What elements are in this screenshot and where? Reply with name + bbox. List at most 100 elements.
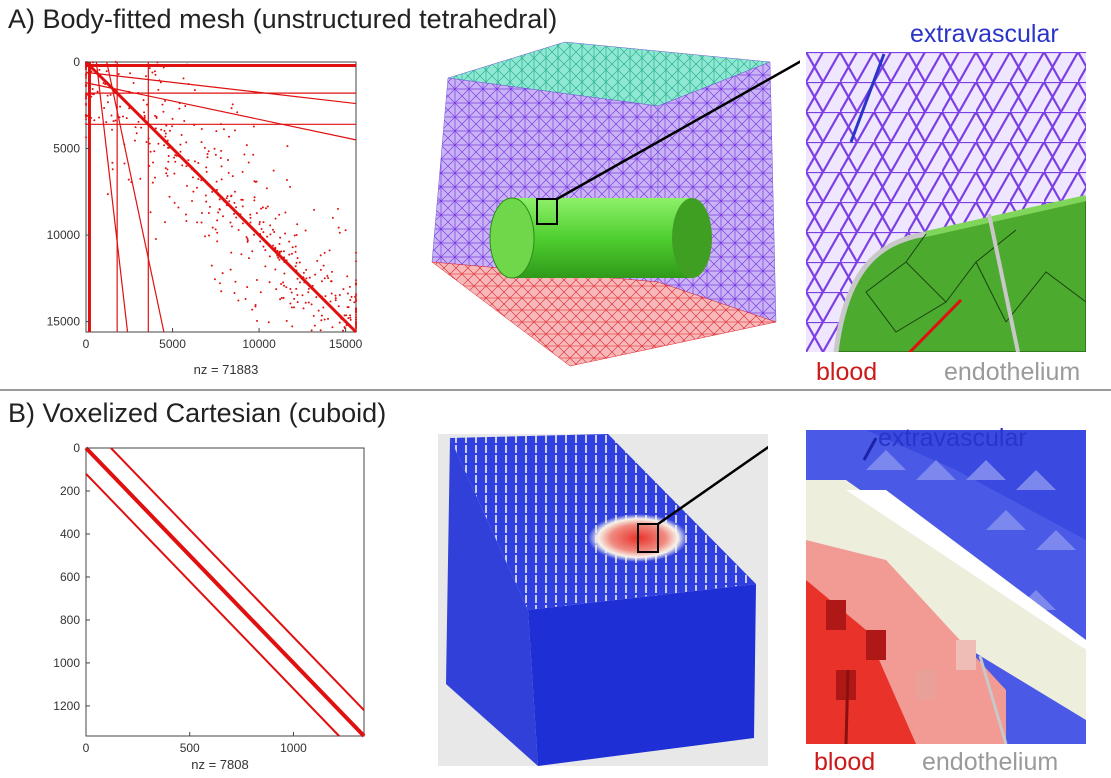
plot-a-entry bbox=[228, 200, 231, 203]
plot-a-entry bbox=[283, 284, 286, 287]
plot-a-entry bbox=[85, 65, 87, 68]
plot-a-entry bbox=[98, 116, 101, 119]
plot-a-entry bbox=[205, 170, 208, 173]
plot-a-entry bbox=[188, 164, 191, 167]
plot-a-entry bbox=[165, 172, 168, 175]
plot-a-entry bbox=[234, 280, 237, 283]
y-tick-label-1-2: 400 bbox=[60, 527, 80, 541]
plot-a-entry bbox=[130, 181, 133, 184]
plot-a-entry bbox=[317, 309, 320, 312]
plot-a-entry bbox=[237, 299, 240, 302]
plot-a-entry bbox=[200, 211, 203, 214]
plot-a-entry bbox=[216, 231, 219, 234]
plot-a-entry bbox=[319, 329, 322, 332]
plot-a-entry bbox=[266, 235, 269, 238]
plot-a-entry bbox=[148, 123, 151, 126]
plot-a-entry bbox=[184, 213, 187, 216]
plot-a-entry bbox=[319, 254, 322, 257]
plot-a-entry bbox=[186, 184, 189, 187]
plot-a-entry bbox=[334, 294, 337, 297]
plot-a-entry bbox=[342, 288, 345, 291]
x-tick-label-0-3: 15000 bbox=[329, 337, 363, 351]
plot-a-entry bbox=[148, 142, 151, 145]
plot-a-entry bbox=[128, 107, 131, 110]
plot-a-entry bbox=[291, 246, 294, 249]
plot-a-entry bbox=[192, 169, 195, 172]
plot-a-entry bbox=[111, 168, 114, 171]
plot-a-x-ticks: 0 5000 10000 15000 bbox=[83, 328, 363, 351]
plot-a-entry bbox=[251, 250, 254, 253]
plot-a-entry bbox=[142, 99, 145, 102]
plot-a-entry bbox=[185, 165, 188, 168]
plot-a-entry bbox=[279, 236, 282, 239]
plot-a-entry bbox=[354, 295, 357, 298]
plot-a-entry bbox=[355, 325, 357, 328]
x-tick-label-1-0: 0 bbox=[83, 741, 90, 755]
section-divider bbox=[0, 389, 1111, 391]
plot-a-entry bbox=[85, 74, 87, 77]
plot-a-entry bbox=[195, 186, 198, 189]
plot-a-entry bbox=[164, 167, 167, 170]
plot-a-entry bbox=[143, 116, 146, 119]
plot-a-entry bbox=[139, 177, 142, 180]
plot-a-entry bbox=[302, 271, 305, 274]
plot-a-entry bbox=[346, 275, 349, 278]
plot-a-entry bbox=[154, 114, 157, 117]
plot-a-entry bbox=[286, 145, 289, 148]
plot-a-entry bbox=[328, 249, 331, 252]
plot-a-entry bbox=[278, 258, 281, 261]
plot-a-entry bbox=[327, 276, 330, 279]
plot-a-entry bbox=[274, 268, 277, 271]
plot-a-entry bbox=[305, 268, 308, 271]
plot-a-entry bbox=[288, 240, 291, 243]
plot-a-entry bbox=[254, 180, 257, 183]
plot-a-entry bbox=[157, 142, 160, 145]
plot-a-entry bbox=[190, 168, 193, 171]
plot-b-marks bbox=[84, 446, 366, 738]
plot-a-entry bbox=[349, 325, 352, 328]
plot-a-entry bbox=[230, 225, 233, 228]
x-tick-label-0-1: 5000 bbox=[159, 337, 186, 351]
plot-a-entry bbox=[123, 143, 126, 146]
plot-a-entry bbox=[246, 239, 249, 242]
plot-a-entry bbox=[204, 194, 207, 197]
plot-a-entry bbox=[226, 158, 229, 161]
plot-a-entry bbox=[193, 123, 196, 126]
plot-a-entry bbox=[290, 291, 293, 294]
y-tick-label-1-4: 800 bbox=[60, 613, 80, 627]
plot-a-entry bbox=[197, 178, 200, 181]
plot-a-entry bbox=[293, 234, 296, 237]
plot-a-entry bbox=[112, 64, 115, 67]
plot-a-entry bbox=[272, 244, 275, 247]
plot-a-entry bbox=[265, 187, 268, 190]
plot-a-entry bbox=[336, 207, 339, 210]
plot-a-entry bbox=[326, 274, 329, 277]
plot-a-entry bbox=[123, 162, 126, 165]
sparsity-plot-a: 0 5000 10000 15000 0 5000 10000 15000 bbox=[47, 55, 363, 351]
plot-b-diagonal-0 bbox=[85, 473, 340, 737]
plot-a-entry bbox=[151, 71, 154, 74]
x-tick-label-1-2: 1000 bbox=[280, 741, 307, 755]
plot-a-entry bbox=[177, 206, 180, 209]
plot-a-entry bbox=[320, 319, 323, 322]
plot-a-entry bbox=[177, 155, 180, 158]
plot-a-entry bbox=[275, 288, 278, 291]
plot-a-entry bbox=[205, 166, 208, 169]
plot-a-entry bbox=[323, 251, 326, 254]
plot-a-entry bbox=[178, 107, 181, 110]
plot-a-entry bbox=[132, 82, 135, 85]
plot-a-entry bbox=[166, 174, 169, 177]
plot-a-entry bbox=[355, 299, 357, 302]
plot-a-entry bbox=[134, 126, 137, 129]
plot-a-entry bbox=[87, 70, 90, 73]
plot-a-entry bbox=[264, 207, 267, 210]
plot-a-entry bbox=[214, 153, 217, 156]
plot-a-entry bbox=[85, 68, 87, 71]
plot-a-entry bbox=[334, 297, 337, 300]
plot-a-entry bbox=[338, 231, 341, 234]
plot-a-entry bbox=[330, 280, 333, 283]
plot-a-entry bbox=[109, 93, 112, 96]
plot-a-entry bbox=[160, 128, 163, 131]
plot-a-offdiag-0 bbox=[85, 71, 357, 105]
plot-a-entry bbox=[181, 164, 184, 167]
